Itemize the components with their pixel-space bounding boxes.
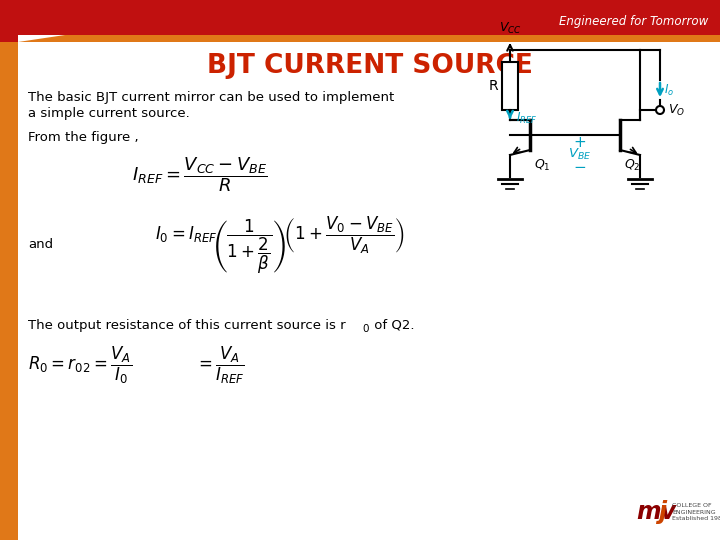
Polygon shape (18, 35, 65, 42)
Text: −: − (574, 160, 586, 175)
Circle shape (656, 106, 664, 114)
Bar (0, 35, 720, 42)
Text: and: and (28, 239, 53, 252)
Text: The output resistance of this current source is r: The output resistance of this current so… (28, 319, 346, 332)
Text: +: + (574, 135, 586, 150)
Text: $V_{CC}$: $V_{CC}$ (499, 21, 521, 36)
Polygon shape (0, 0, 65, 42)
Text: The basic BJT current mirror can be used to implement: The basic BJT current mirror can be used… (28, 91, 395, 104)
Text: Engineered for Tomorrow: Engineered for Tomorrow (559, 15, 708, 28)
Text: mv: mv (636, 500, 676, 524)
Text: $I_{REF} = \dfrac{V_{CC} - V_{BE}}{R}$: $I_{REF} = \dfrac{V_{CC} - V_{BE}}{R}$ (132, 156, 268, 194)
Text: From the figure ,: From the figure , (28, 131, 139, 144)
Text: R: R (488, 79, 498, 93)
Text: COLLEGE OF
ENGINEERING
Established 1982: COLLEGE OF ENGINEERING Established 1982 (672, 503, 720, 521)
Text: 0: 0 (362, 324, 369, 334)
Text: $Q_1$: $Q_1$ (534, 158, 551, 173)
Text: of Q2.: of Q2. (370, 319, 415, 332)
Text: a simple current source.: a simple current source. (28, 107, 190, 120)
Text: $I_o$: $I_o$ (664, 83, 674, 98)
Text: $I_0 = I_{REF}\!\left(\dfrac{1}{1+\dfrac{2}{\beta}}\right)\!\left(1 + \dfrac{V_0: $I_0 = I_{REF}\!\left(\dfrac{1}{1+\dfrac… (155, 214, 405, 276)
Text: $R_0 = r_{02} = \dfrac{V_A}{I_0}$: $R_0 = r_{02} = \dfrac{V_A}{I_0}$ (28, 345, 132, 386)
Text: $V_O$: $V_O$ (668, 103, 685, 118)
Text: $= \dfrac{V_A}{I_{REF}}$: $= \dfrac{V_A}{I_{REF}}$ (195, 345, 245, 386)
Text: j: j (658, 500, 666, 524)
Bar (0, 42, 18, 540)
Bar (502, 62, 518, 110)
Text: $I_{REF}$: $I_{REF}$ (516, 111, 537, 126)
Bar (0, 0, 720, 35)
Text: BJT CURRENT SOURCE: BJT CURRENT SOURCE (207, 53, 533, 79)
Text: $V_{BE}$: $V_{BE}$ (568, 147, 592, 162)
Text: $Q_2$: $Q_2$ (624, 158, 641, 173)
